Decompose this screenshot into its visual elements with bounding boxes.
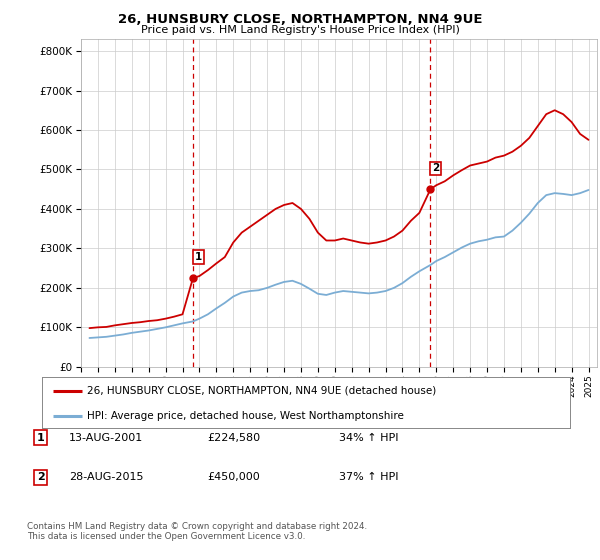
Text: This data is licensed under the Open Government Licence v3.0.: This data is licensed under the Open Gov… <box>27 532 305 541</box>
Text: 26, HUNSBURY CLOSE, NORTHAMPTON, NN4 9UE (detached house): 26, HUNSBURY CLOSE, NORTHAMPTON, NN4 9UE… <box>87 386 436 396</box>
Text: £450,000: £450,000 <box>207 472 260 482</box>
Text: 1: 1 <box>194 253 202 263</box>
Text: £224,580: £224,580 <box>207 433 260 443</box>
Text: 1: 1 <box>37 433 44 443</box>
Text: Contains HM Land Registry data © Crown copyright and database right 2024.: Contains HM Land Registry data © Crown c… <box>27 522 367 531</box>
Text: 26, HUNSBURY CLOSE, NORTHAMPTON, NN4 9UE: 26, HUNSBURY CLOSE, NORTHAMPTON, NN4 9UE <box>118 13 482 26</box>
Text: 28-AUG-2015: 28-AUG-2015 <box>69 472 143 482</box>
Text: 37% ↑ HPI: 37% ↑ HPI <box>339 472 398 482</box>
Text: 34% ↑ HPI: 34% ↑ HPI <box>339 433 398 443</box>
Text: Price paid vs. HM Land Registry's House Price Index (HPI): Price paid vs. HM Land Registry's House … <box>140 25 460 35</box>
Text: HPI: Average price, detached house, West Northamptonshire: HPI: Average price, detached house, West… <box>87 410 404 421</box>
Text: 13-AUG-2001: 13-AUG-2001 <box>69 433 143 443</box>
Text: 2: 2 <box>432 164 439 174</box>
Text: 2: 2 <box>37 472 44 482</box>
